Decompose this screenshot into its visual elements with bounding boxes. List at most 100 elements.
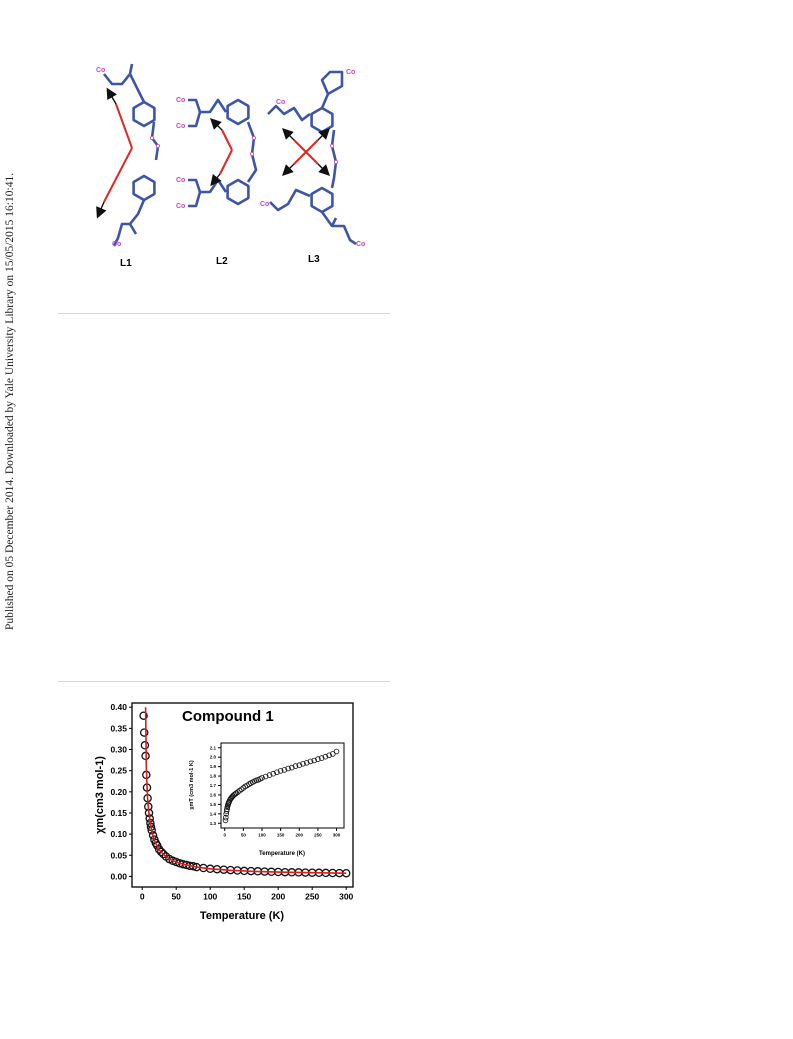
l2-ring-bottom: [226, 178, 250, 206]
main-x-tick-label-0: 0: [140, 892, 145, 902]
ligand-label-l1: L1: [120, 258, 132, 269]
co-label-7: Co: [346, 69, 355, 76]
inset-plot-marks: [222, 748, 340, 824]
inset-y-tick-label-0: 1.3: [210, 821, 217, 826]
ligand-label-l2: L2: [216, 256, 228, 267]
inset-axis-ticks: 0 50 100 150 200 250 300 1.3 1.4 1.5 1.6 1.7 1.8 1.9 2…: [210, 745, 341, 837]
section-divider-top: [58, 313, 390, 314]
inset-data-point: [285, 765, 291, 772]
co-label-6: Co: [176, 203, 185, 210]
l1-oxygen-1: [150, 136, 155, 141]
l2-oxygen-2: [249, 152, 254, 157]
susceptibility-chart: 0 50 100 150 200 250 300 0.00 0.05 0.10 0.15 0.20 0.…: [94, 702, 354, 922]
l3-head-d: [282, 163, 295, 176]
main-y-tick-label-4: 0.20: [110, 787, 127, 797]
l1-arm-top: [102, 63, 134, 86]
main-x-tick-label-6: 300: [339, 892, 353, 902]
main-y-tick-label-7: 0.35: [110, 723, 127, 733]
main-x-tick-label-3: 150: [237, 892, 251, 902]
inset-data-point: [259, 775, 265, 781]
l1-ring-bottom: [132, 174, 156, 202]
inset-data-point: [326, 752, 332, 759]
publication-side-note: Published on 05 December 2014. Downloade…: [4, 172, 16, 630]
l2-arm-bottom: [188, 178, 228, 194]
l2-head-a: [210, 118, 223, 131]
l3-spacer: [330, 129, 338, 189]
l2-arrow-a-red: [221, 129, 233, 151]
l2-arm-top-2: [188, 111, 202, 128]
l3-ring-top: [310, 106, 334, 134]
l2-arm-top: [188, 98, 228, 114]
l2-ring-top: [226, 98, 250, 126]
inset-data-point: [266, 772, 273, 778]
l2-arrow-b-red: [219, 149, 233, 175]
inset-data-point: [311, 757, 318, 764]
main-data-point: [159, 849, 168, 859]
main-plot-marks: [139, 707, 351, 878]
main-x-tick-label-2: 100: [203, 892, 217, 902]
l1-arm-bottom: [112, 199, 146, 247]
main-x-tick-label-4: 200: [271, 892, 285, 902]
inset-y-tick-label-7: 2.0: [210, 755, 217, 760]
co-label-2: Co: [112, 241, 121, 248]
main-y-tick-label-0: 0.00: [110, 871, 127, 881]
inset-data-point: [322, 753, 329, 760]
l3-arrow-b-red: [293, 139, 319, 165]
inset-y-tick-label-5: 1.8: [210, 774, 217, 779]
inset-x-tick-label-3: 150: [277, 833, 285, 838]
l3-oxygen-1: [329, 144, 334, 149]
co-label-5: Co: [176, 177, 185, 184]
main-x-tick-label-1: 50: [171, 892, 181, 902]
co-label-10: Co: [276, 99, 285, 106]
ligand-bonds: [102, 63, 357, 247]
inset-data-point: [307, 758, 314, 765]
inset-data-point: [281, 767, 288, 773]
inset-data-point: [289, 764, 295, 771]
main-y-tick-label-2: 0.10: [110, 829, 127, 839]
l3-head-c: [317, 128, 330, 141]
inset-x-tick-label-4: 200: [296, 833, 304, 838]
inset-data-point: [303, 760, 310, 766]
co-label-8: Co: [260, 201, 269, 208]
inset-x-tick-label-5: 250: [314, 833, 322, 838]
inset-data-point: [296, 762, 303, 768]
main-y-axis-label: χm(cm3 mol-1): [94, 756, 106, 834]
main-data-point: [156, 847, 166, 857]
inset-data-point: [292, 763, 299, 769]
main-data-point: [140, 741, 150, 750]
l3-arm-top-2: [320, 70, 344, 109]
main-y-tick-label-8: 0.40: [110, 702, 127, 712]
inset-data-point: [318, 755, 325, 761]
ligand-scheme-figure: Co Co Co Co Co Co Co Co Co Co L1 L2 L3: [96, 63, 365, 269]
l3-arm-top: [267, 104, 311, 122]
main-x-axis-label: Temperature (K): [200, 910, 284, 922]
inset-data-point: [274, 769, 280, 776]
l3-head-b: [317, 163, 330, 176]
main-fit-line: [144, 707, 347, 874]
l1-head-b: [96, 201, 107, 219]
inset-y-tick-label-6: 1.9: [210, 764, 217, 769]
inset-y-axis-label: χmT (cm3 mol-1 K): [189, 760, 195, 809]
inset-y-tick-label-4: 1.7: [210, 783, 217, 788]
inset-data-point: [300, 761, 306, 767]
main-axis-ticks: 0 50 100 150 200 250 300 0.00 0.05 0.10 0.15 0.20 0.…: [110, 702, 353, 901]
main-plot-frame: [131, 702, 354, 888]
main-data-point: [148, 831, 158, 840]
main-y-tick-label-5: 0.25: [110, 766, 127, 776]
coordination-arrows: [96, 87, 330, 219]
main-data-point: [139, 728, 149, 737]
section-divider-bottom: [58, 681, 390, 682]
inset-y-tick-label-1: 1.4: [210, 811, 217, 816]
co-label-3: Co: [176, 97, 185, 104]
inset-x-tick-label-6: 300: [333, 833, 341, 838]
ligand-label-l3: L3: [308, 254, 320, 265]
inset-data-point: [277, 768, 284, 774]
co-label-9: Co: [356, 241, 365, 248]
l1-ring-top: [132, 100, 156, 128]
l3-arm-bottom: [269, 188, 311, 212]
inset-data-point: [262, 773, 269, 780]
inset-data-point: [222, 817, 229, 824]
l1-arrow-a-red: [115, 103, 133, 149]
main-y-tick-label-1: 0.05: [110, 850, 127, 860]
inset-x-tick-label-0: 0: [223, 833, 226, 838]
